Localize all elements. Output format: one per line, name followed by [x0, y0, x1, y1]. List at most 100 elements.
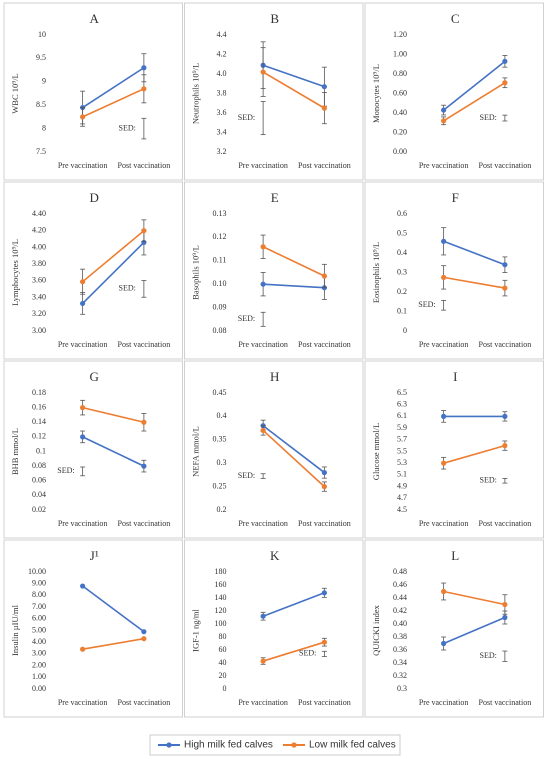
panel-border — [184, 181, 364, 360]
y-tick-label: 4.20 — [32, 226, 46, 235]
y-tick-label: 0.08 — [32, 461, 46, 470]
x-tick-label: Pre vaccination — [419, 340, 469, 349]
data-point — [441, 588, 447, 595]
sed-bar — [141, 280, 147, 298]
legend-box — [149, 734, 401, 756]
x-tick-label: Pre vaccination — [238, 340, 288, 349]
y-tick-label: 0.06 — [32, 476, 46, 485]
data-point — [260, 427, 266, 434]
panel-title: H — [270, 369, 279, 384]
series-line — [82, 406, 145, 424]
x-tick-label: Pre vaccination — [419, 519, 469, 528]
data-point — [441, 460, 447, 466]
series-line — [82, 88, 145, 118]
legend-label: High milk fed calves — [184, 740, 273, 751]
y-axis-label: NEFA mmol/L — [190, 426, 200, 477]
sed-label: SED: — [480, 476, 497, 485]
data-point — [502, 58, 508, 64]
panel-title: I — [453, 369, 457, 384]
y-tick-label: 0.12 — [213, 232, 227, 241]
panel-border — [184, 360, 364, 539]
data-point — [502, 285, 508, 291]
series-line — [443, 82, 506, 122]
y-tick-label: 5.00 — [32, 625, 46, 634]
data-point — [321, 590, 327, 596]
y-tick-label: 0.34 — [393, 658, 407, 667]
sed-label: SED: — [119, 284, 136, 293]
y-tick-label: 10.00 — [28, 567, 46, 576]
y-tick-label: 3.2 — [217, 147, 227, 156]
data-point — [141, 419, 147, 425]
x-tick-label: Pre vaccination — [238, 519, 288, 528]
y-tick-label: 0.00 — [393, 147, 407, 156]
y-tick-label: 0.32 — [393, 671, 407, 680]
y-tick-label: 0.1 — [397, 306, 407, 315]
data-point — [321, 639, 327, 645]
panel-border — [184, 2, 364, 181]
series-line — [262, 246, 325, 277]
panel-border — [364, 2, 544, 181]
series-line — [82, 436, 145, 467]
sed-label: SED: — [119, 123, 136, 132]
data-point — [502, 262, 508, 268]
y-tick-label: 60 — [219, 645, 227, 654]
data-point — [80, 114, 86, 120]
y-tick-label: 140 — [215, 593, 227, 602]
sed-label: SED: — [480, 651, 497, 660]
data-point — [260, 244, 266, 250]
series-line — [443, 60, 506, 111]
data-point — [321, 273, 327, 279]
y-tick-label: 9.00 — [32, 579, 46, 588]
sed-bar — [260, 473, 266, 479]
x-tick-label: Post vaccination — [479, 519, 532, 528]
sed-bar — [260, 101, 266, 136]
y-tick-label: 0.3 — [397, 684, 407, 693]
data-point — [141, 228, 147, 234]
data-point — [80, 434, 86, 440]
y-axis-label: Monocytes 10⁹/L — [371, 64, 381, 123]
y-tick-label: 0.4 — [397, 248, 407, 257]
data-point — [80, 583, 86, 589]
sed-bar — [502, 114, 508, 122]
y-tick-label: 0 — [403, 326, 407, 335]
panel-title: K — [270, 548, 280, 563]
x-tick-label: Post vaccination — [298, 340, 351, 349]
panel-title: D — [90, 190, 99, 205]
y-tick-label: 6.5 — [397, 388, 407, 397]
y-axis-label: Glucose mmol/L — [371, 423, 381, 480]
data-point — [80, 405, 86, 411]
sed-label: SED: — [299, 649, 316, 658]
x-tick-label: Pre vaccination — [419, 161, 469, 170]
data-point — [441, 640, 447, 647]
data-point — [321, 484, 327, 490]
series-line — [443, 276, 506, 289]
y-tick-label: 0.02 — [32, 505, 46, 514]
y-tick-label: 5.9 — [397, 423, 407, 432]
y-tick-label: 80 — [219, 632, 227, 641]
y-tick-label: 100 — [215, 619, 227, 628]
data-point — [441, 238, 447, 244]
data-point — [441, 274, 447, 280]
y-tick-label: 0.04 — [32, 490, 46, 499]
sed-label: SED: — [238, 471, 255, 480]
y-axis-label: Basophils 10⁹/L — [190, 245, 200, 300]
y-tick-label: 0.12 — [32, 432, 46, 441]
series-line — [262, 64, 325, 88]
y-tick-label: 0.14 — [32, 417, 46, 426]
y-tick-label: 0.35 — [213, 435, 227, 444]
series-line — [262, 71, 325, 109]
panel-border — [3, 360, 183, 539]
panel-title: F — [452, 190, 459, 205]
data-point — [80, 300, 86, 307]
data-point — [141, 86, 147, 92]
x-tick-label: Pre vaccination — [419, 698, 469, 707]
y-tick-label: 0.00 — [32, 684, 46, 693]
y-axis-label: Neutrophils 10⁹/L — [190, 63, 200, 124]
y-tick-label: 3.40 — [32, 292, 46, 301]
y-tick-label: 4.9 — [397, 481, 407, 490]
series-line — [82, 67, 145, 109]
y-tick-label: 0.25 — [213, 481, 227, 490]
x-tick-label: Post vaccination — [479, 340, 532, 349]
sed-bar — [80, 466, 86, 477]
panel-border — [364, 360, 544, 539]
